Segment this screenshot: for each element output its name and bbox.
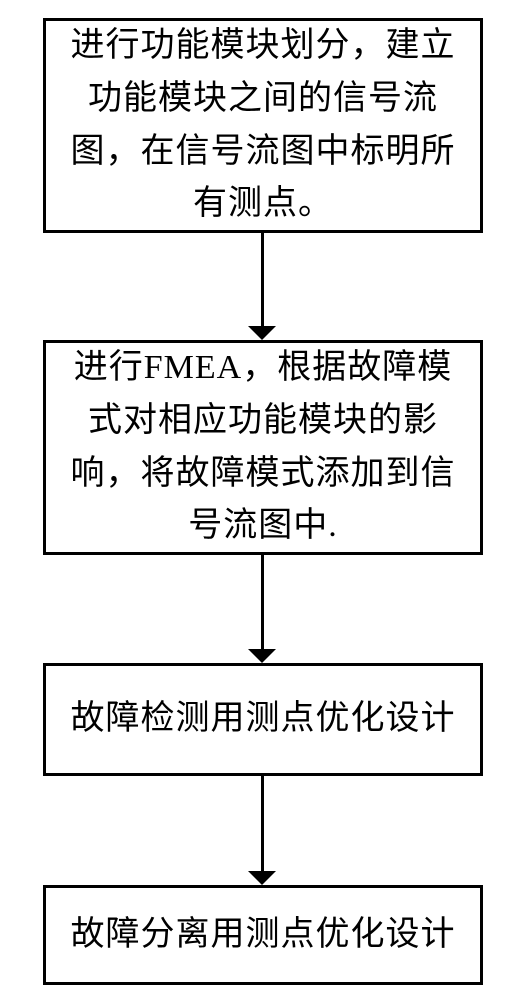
- flow-arrow-line-1: [261, 233, 264, 326]
- flow-node-text: 进行功能模块划分，建立功能模块之间的信号流图，在信号流图中标明所有测点。: [62, 20, 464, 231]
- flow-node-text: 进行FMEA，根据故障模式对相应功能模块的影响，将故障模式添加到信号流图中.: [62, 342, 464, 553]
- flow-node-text: 故障检测用测点优化设计: [71, 693, 456, 746]
- flow-node-text: 故障分离用测点优化设计: [71, 909, 456, 962]
- flow-arrow-head-3: [248, 871, 276, 885]
- flow-arrow-head-1: [248, 326, 276, 340]
- flow-node-2: 进行FMEA，根据故障模式对相应功能模块的影响，将故障模式添加到信号流图中.: [43, 340, 483, 555]
- flow-arrow-head-2: [248, 649, 276, 663]
- flow-arrow-line-3: [261, 776, 264, 871]
- flow-node-1: 进行功能模块划分，建立功能模块之间的信号流图，在信号流图中标明所有测点。: [43, 18, 483, 233]
- flowchart-canvas: 进行功能模块划分，建立功能模块之间的信号流图，在信号流图中标明所有测点。进行FM…: [0, 0, 526, 1000]
- flow-arrow-line-2: [261, 555, 264, 649]
- flow-node-3: 故障检测用测点优化设计: [43, 663, 483, 776]
- flow-node-4: 故障分离用测点优化设计: [43, 885, 483, 985]
